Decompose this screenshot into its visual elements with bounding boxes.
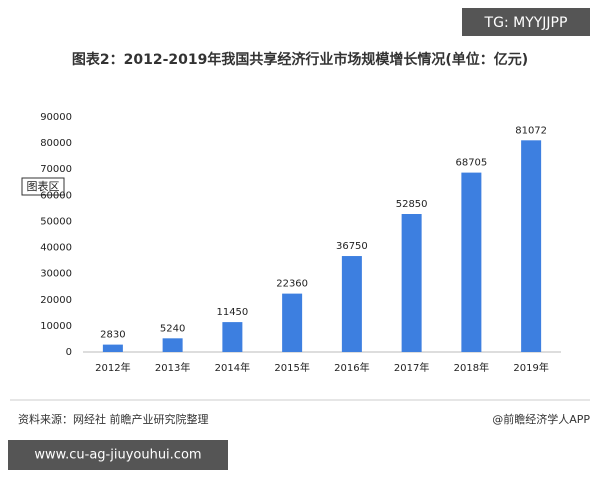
y-tick-label: 50000 [40,216,72,227]
value-label: 22360 [276,279,308,290]
y-tick-label: 70000 [40,164,72,175]
footer-url: www.cu-ag-jiuyouhui.com [34,448,201,463]
x-tick-label: 2014年 [215,361,250,374]
y-tick-label: 80000 [40,138,72,149]
y-tick-label: 30000 [40,269,72,280]
bar [102,344,123,352]
x-tick-label: 2017年 [394,361,429,374]
x-tick-label: 2018年 [454,361,489,374]
y-tick-label: 10000 [40,321,72,332]
chart-area-box [21,177,65,196]
value-label: 2830 [100,330,125,341]
source: 资料来源：网经社 前瞻产业研究院整理 [18,412,209,426]
credit: @前瞻经济学人APP [492,412,590,426]
value-label: 68705 [455,158,487,169]
x-tick-label: 2019年 [513,361,548,374]
bar [162,338,183,352]
y-tick-label: 20000 [40,295,72,306]
value-label: 36750 [336,241,368,252]
x-tick-label: 2013年 [155,361,190,374]
y-tick-label: 40000 [40,243,72,254]
x-tick-label: 2012年 [95,361,130,374]
footer-bg [8,440,228,470]
badge: TG: MYYJJPP [484,15,568,31]
bar [222,322,243,352]
bar [282,293,303,352]
chart-title: 图表2：2012-2019年我国共享经济行业市场规模增长情况(单位：亿元) [72,51,528,68]
badge-bg [462,8,590,36]
value-label: 81072 [515,125,547,136]
bar [341,256,362,352]
bar [401,214,422,352]
x-tick-label: 2015年 [274,361,309,374]
y-tick-label: 90000 [40,112,72,123]
value-label: 52850 [396,199,428,210]
value-label: 11450 [216,307,248,318]
bar [461,172,482,352]
chart-area-label: 图表区 [27,179,60,193]
value-label: 5240 [160,323,185,334]
y-tick-label: 0 [66,347,72,358]
y-tick-label: 60000 [40,190,72,201]
x-tick-label: 2016年 [334,361,369,374]
bar [521,140,542,352]
